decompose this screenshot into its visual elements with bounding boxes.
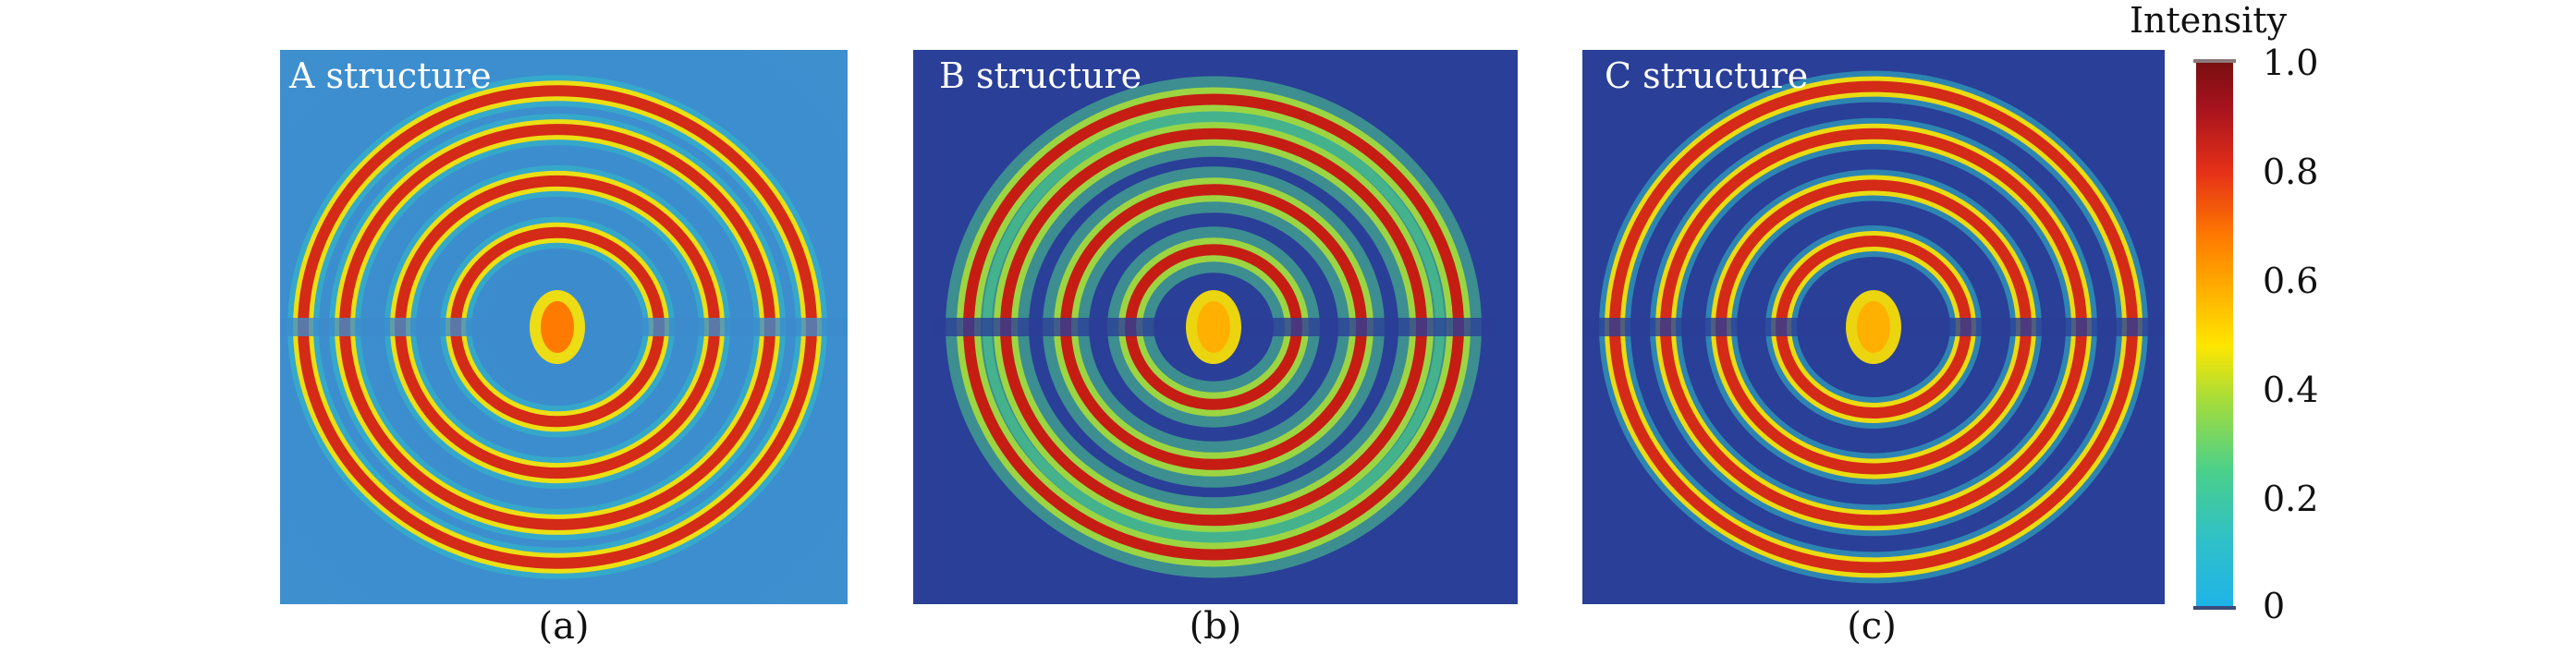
colorbar-gradient bbox=[2196, 63, 2233, 606]
colorbar-title: Intensity bbox=[2130, 0, 2288, 41]
center-spot bbox=[1197, 301, 1230, 353]
panel-c-caption: (c) bbox=[1847, 605, 1897, 648]
colorbar-tick-label: 0.4 bbox=[2263, 370, 2319, 410]
panel-c-title: C structure bbox=[1605, 55, 1809, 96]
heatmap-panel-c: C structure bbox=[1582, 50, 2165, 604]
heatmap-a-rings bbox=[280, 75, 848, 579]
heatmap-b-canvas bbox=[913, 50, 1518, 604]
colorbar-tick-label: 1.0 bbox=[2263, 42, 2319, 83]
colorbar-tick-label: 0 bbox=[2263, 586, 2286, 626]
panel-b-title: B structure bbox=[939, 55, 1142, 96]
panel-a-caption: (a) bbox=[538, 605, 590, 648]
heatmap-c-canvas bbox=[1582, 50, 2165, 604]
colorbar-tick-label: 0.2 bbox=[2263, 479, 2319, 519]
colorbar-tick-label: 0.8 bbox=[2263, 152, 2319, 192]
heatmap-a-canvas bbox=[280, 50, 848, 604]
colorbar-tick-label: 0.6 bbox=[2263, 261, 2319, 301]
center-spot bbox=[541, 301, 574, 353]
heatmap-panel-a: A structure bbox=[280, 50, 848, 604]
center-spot bbox=[1857, 301, 1890, 353]
heatmap-b-rings bbox=[932, 76, 1496, 578]
heatmap-c-rings bbox=[1582, 70, 2165, 584]
heatmap-panel-b: B structure bbox=[913, 50, 1518, 604]
colorbar bbox=[2193, 59, 2236, 610]
colorbar-top-cap bbox=[2193, 59, 2236, 63]
colorbar-bottom-cap bbox=[2193, 606, 2236, 610]
panel-a-title: A structure bbox=[289, 55, 492, 96]
panel-b-caption: (b) bbox=[1189, 605, 1242, 648]
